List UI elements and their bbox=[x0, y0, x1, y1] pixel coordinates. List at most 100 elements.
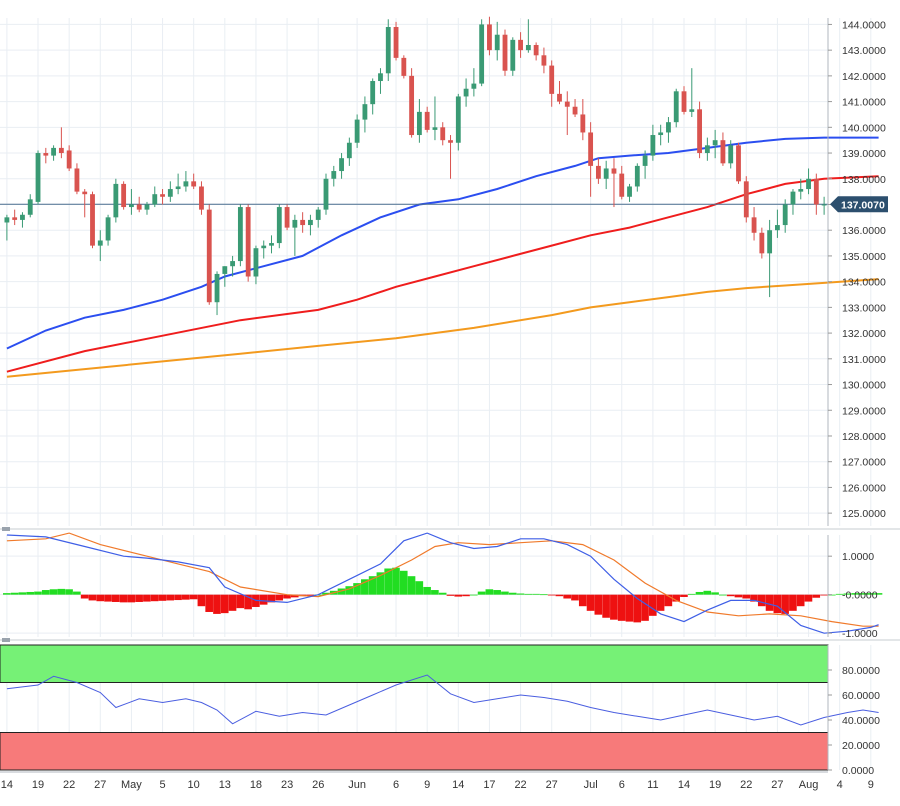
rsi-overbought-zone bbox=[0, 644, 829, 683]
panel-frames bbox=[0, 18, 900, 773]
x-tick-label: 27 bbox=[94, 779, 106, 791]
candle-up bbox=[331, 171, 337, 179]
x-tick-label: 22 bbox=[740, 779, 752, 791]
macd-hist-negative bbox=[143, 594, 151, 602]
x-tick-label: 4 bbox=[837, 779, 843, 791]
candle-down bbox=[424, 111, 430, 130]
x-tick-label: 10 bbox=[188, 779, 200, 791]
price-tick-label: 126.0000 bbox=[842, 482, 886, 494]
macd-hist-positive bbox=[423, 586, 431, 595]
macd-hist-positive bbox=[57, 588, 66, 595]
macd-hist-negative bbox=[119, 594, 128, 603]
rsi-line bbox=[6, 674, 879, 726]
candle-up bbox=[455, 96, 461, 143]
macd-hist-negative bbox=[189, 594, 198, 600]
candle-down bbox=[619, 173, 625, 197]
macd-hist-negative bbox=[726, 594, 735, 597]
candle-up bbox=[339, 158, 344, 172]
candle-up bbox=[774, 225, 780, 231]
macd-hist-negative bbox=[757, 594, 766, 607]
macd-hist-negative bbox=[290, 594, 299, 598]
candle-up bbox=[144, 204, 150, 210]
macd-hist-negative bbox=[275, 594, 284, 601]
macd-hist-negative bbox=[306, 594, 315, 596]
macd-hist-negative bbox=[742, 594, 751, 599]
candle-up bbox=[689, 109, 695, 112]
x-tick-label: 27 bbox=[771, 779, 783, 791]
macd-hist-negative bbox=[135, 594, 143, 602]
macd-tick-label: 1.0000 bbox=[842, 551, 874, 563]
rsi-tick-label: 80.0000 bbox=[842, 665, 880, 677]
candle-down bbox=[549, 65, 555, 94]
candle-up bbox=[416, 111, 422, 136]
macd-hist-negative bbox=[267, 594, 276, 603]
candle-down bbox=[448, 140, 453, 143]
candle-down bbox=[611, 168, 617, 174]
macd-hist-negative bbox=[781, 594, 789, 614]
candle-up bbox=[308, 219, 313, 226]
candle-up bbox=[728, 145, 734, 164]
candle-up bbox=[276, 207, 282, 244]
macd-hist-positive bbox=[493, 590, 501, 595]
x-tick-label: 22 bbox=[514, 779, 526, 791]
candle-up bbox=[20, 214, 25, 220]
candle-down bbox=[595, 165, 601, 179]
candle-down bbox=[681, 91, 687, 112]
macd-hist-positive bbox=[368, 576, 377, 595]
macd-panel bbox=[3, 532, 883, 634]
macd-hist-positive bbox=[843, 593, 852, 595]
macd-hist-positive bbox=[3, 593, 11, 595]
macd-hist-positive bbox=[687, 593, 696, 595]
candle-up bbox=[790, 191, 796, 205]
macd-hist-negative bbox=[664, 594, 673, 607]
x-tick-label: Jul bbox=[584, 779, 598, 791]
macd-hist-negative bbox=[672, 594, 680, 602]
x-tick-label: 9 bbox=[424, 779, 430, 791]
x-tick-label: 27 bbox=[546, 779, 558, 791]
macd-hist-negative bbox=[571, 594, 579, 601]
candle-down bbox=[557, 93, 562, 102]
x-tick-label: 23 bbox=[281, 779, 293, 791]
candle-up bbox=[35, 153, 41, 202]
macd-hist-negative bbox=[228, 594, 237, 611]
macd-hist-negative bbox=[610, 594, 618, 620]
x-tick-label: May bbox=[121, 779, 142, 791]
candle-down bbox=[82, 191, 88, 195]
candle-up bbox=[378, 73, 383, 82]
macd-hist-positive bbox=[399, 570, 408, 595]
macd-hist-negative bbox=[259, 594, 268, 605]
price-tick-label: 143.0000 bbox=[842, 45, 886, 57]
macd-hist-negative bbox=[765, 594, 774, 611]
panel-resize-handle bbox=[2, 638, 10, 642]
macd-hist-positive bbox=[376, 572, 385, 595]
macd-hist-positive bbox=[65, 589, 73, 595]
macd-hist-negative bbox=[205, 594, 213, 612]
candle-up bbox=[214, 273, 220, 303]
candle-up bbox=[222, 266, 228, 274]
panel-resize-handle bbox=[2, 527, 10, 531]
candle-up bbox=[627, 186, 632, 197]
candle-up bbox=[510, 39, 516, 71]
candle-down bbox=[720, 140, 726, 164]
candle-up bbox=[782, 204, 788, 226]
macd-hist-negative bbox=[166, 594, 175, 601]
x-tick-label: 26 bbox=[312, 779, 324, 791]
macd-hist-positive bbox=[516, 593, 525, 595]
macd-hist-negative bbox=[648, 594, 657, 616]
macd-hist-positive bbox=[695, 591, 704, 595]
price-tick-label: 132.0000 bbox=[842, 328, 886, 340]
candle-down bbox=[300, 219, 306, 226]
macd-hist-negative bbox=[773, 594, 782, 614]
candle-down bbox=[440, 127, 446, 141]
candlesticks bbox=[4, 16, 827, 316]
candle-up bbox=[253, 248, 259, 277]
x-tick-label: 19 bbox=[32, 779, 44, 791]
macd-hist-positive bbox=[345, 586, 354, 595]
macd-hist-negative bbox=[104, 594, 112, 602]
candle-up bbox=[261, 245, 267, 249]
x-tick-label: 11 bbox=[647, 779, 658, 791]
candle-down bbox=[409, 75, 415, 136]
x-tick-label: 14 bbox=[452, 779, 464, 791]
candle-up bbox=[346, 142, 352, 159]
